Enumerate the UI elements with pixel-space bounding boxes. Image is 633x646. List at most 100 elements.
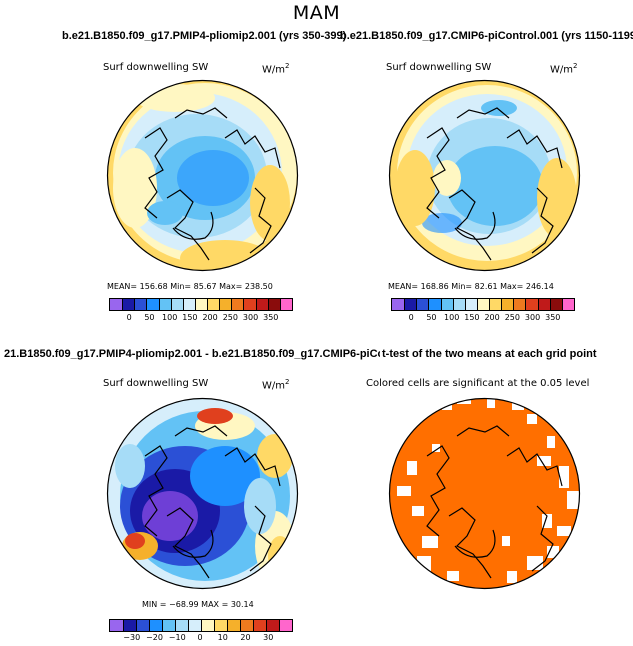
colorbar-swatch	[149, 620, 162, 631]
panel1-map	[106, 79, 299, 272]
colorbar-tick-label: 300	[524, 313, 541, 322]
colorbar-swatch	[561, 299, 574, 310]
colorbar-swatch	[175, 620, 188, 631]
panel2-map	[388, 79, 581, 272]
colorbar-swatch	[255, 299, 268, 310]
colorbar-swatch	[201, 620, 214, 631]
panel2-colorbar-labels: 0 50 100 150 200 250 300 350	[391, 313, 573, 323]
panel3-coastlines	[144, 425, 281, 579]
panel1-colorbar	[109, 298, 293, 311]
panel3-colorbar-labels: −30 −20 −10 0 10 20 30	[109, 633, 291, 643]
panel1-map-border	[106, 79, 299, 272]
colorbar-swatch	[525, 299, 538, 310]
panel3-variable: Surf downwelling SW	[103, 378, 209, 389]
colorbar-swatch	[267, 299, 280, 310]
colorbar-tick-label: 200	[202, 313, 218, 322]
colorbar-swatch	[170, 299, 183, 310]
colorbar-swatch	[464, 299, 477, 310]
colorbar-swatch	[279, 299, 292, 310]
colorbar-swatch	[240, 620, 253, 631]
colorbar-tick-label: 150	[464, 313, 480, 322]
colorbar-swatch	[136, 620, 149, 631]
colorbar-swatch	[243, 299, 256, 310]
colorbar-swatch	[122, 299, 135, 310]
colorbar-tick-label: −30	[123, 633, 141, 642]
panel1-title: b.e21.B1850.f09_g17.PMIP4-pliomip2.001 (…	[62, 30, 347, 42]
panel2-units: W/m2	[550, 62, 578, 76]
colorbar-swatch	[227, 620, 240, 631]
colorbar-tick-label: −20	[146, 633, 163, 642]
panel1-variable: Surf downwelling SW	[103, 62, 209, 73]
colorbar-tick-label: 350	[263, 313, 279, 322]
panel3-units: W/m2	[262, 378, 290, 392]
colorbar-swatch	[207, 299, 220, 310]
colorbar-tick-label: 250	[504, 313, 520, 322]
panel1-coastlines	[144, 107, 281, 261]
colorbar-swatch	[452, 299, 465, 310]
colorbar-swatch	[162, 620, 175, 631]
panel2-coastlines	[426, 107, 563, 261]
colorbar-swatch	[214, 620, 227, 631]
colorbar-swatch	[158, 299, 171, 310]
panel4-map	[388, 397, 581, 590]
panel3-map-border	[106, 397, 299, 590]
colorbar-tick-label: 350	[545, 313, 561, 322]
colorbar-swatch	[266, 620, 279, 631]
colorbar-tick-label: 0	[197, 633, 203, 642]
colorbar-swatch	[182, 299, 195, 310]
colorbar-swatch	[428, 299, 441, 310]
colorbar-tick-label: 200	[484, 313, 500, 322]
colorbar-swatch	[537, 299, 550, 310]
colorbar-swatch	[549, 299, 562, 310]
colorbar-swatch	[123, 620, 136, 631]
colorbar-tick-label: 300	[242, 313, 259, 322]
colorbar-swatch	[279, 620, 292, 631]
panel1-stats: MEAN= 156.68 Min= 85.67 Max= 238.50	[107, 282, 273, 291]
panel1-units: W/m2	[262, 62, 290, 76]
colorbar-tick-label: 100	[444, 313, 460, 322]
colorbar-tick-label: 10	[217, 633, 228, 642]
colorbar-swatch	[110, 620, 123, 631]
colorbar-swatch	[146, 299, 159, 310]
panel2-variable: Surf downwelling SW	[386, 62, 492, 73]
colorbar-swatch	[219, 299, 232, 310]
colorbar-tick-label: 30	[263, 633, 274, 642]
panel3-title: 21.B1850.f09_g17.PMIP4-pliomip2.001 - b.…	[4, 348, 431, 360]
colorbar-tick-label: −10	[168, 633, 186, 642]
panel2-title: b.e21.B1850.f09_g17.CMIP6-piControl.001 …	[340, 30, 633, 42]
colorbar-swatch	[392, 299, 405, 310]
colorbar-swatch	[476, 299, 489, 310]
colorbar-swatch	[134, 299, 147, 310]
panel2-stats: MEAN= 168.86 Min= 82.61 Max= 246.14	[388, 282, 554, 291]
colorbar-swatch	[194, 299, 207, 310]
colorbar-swatch	[110, 299, 123, 310]
colorbar-tick-label: 50	[144, 313, 155, 322]
colorbar-tick-label: 50	[426, 313, 437, 322]
colorbar-swatch	[404, 299, 417, 310]
colorbar-swatch	[513, 299, 526, 310]
figure-title: MAM	[292, 2, 341, 24]
colorbar-tick-label: 250	[222, 313, 238, 322]
panel1-colorbar-labels: 0 50 100 150 200 250 300 350	[109, 313, 291, 323]
colorbar-tick-label: 150	[182, 313, 198, 322]
panel2-colorbar	[391, 298, 575, 311]
panel3-stats: MIN = −68.99 MAX = 30.14	[142, 600, 254, 609]
panel4-coastlines	[426, 425, 563, 579]
panel4-subtitle: Colored cells are significant at the 0.0…	[366, 378, 590, 389]
panel4-title: t-test of the two means at each grid poi…	[380, 348, 597, 360]
colorbar-swatch	[188, 620, 201, 631]
panel3-colorbar	[109, 619, 293, 632]
colorbar-tick-label: 100	[162, 313, 178, 322]
colorbar-swatch	[489, 299, 502, 310]
colorbar-tick-label: 0	[408, 313, 414, 322]
colorbar-swatch	[501, 299, 514, 310]
colorbar-swatch	[416, 299, 429, 310]
colorbar-swatch	[231, 299, 244, 310]
colorbar-tick-label: 0	[126, 313, 132, 322]
panel4-map-border	[388, 397, 581, 590]
colorbar-tick-label: 20	[240, 633, 251, 642]
colorbar-swatch	[253, 620, 266, 631]
colorbar-swatch	[440, 299, 453, 310]
panel3-map	[106, 397, 299, 590]
panel2-map-border	[388, 79, 581, 272]
